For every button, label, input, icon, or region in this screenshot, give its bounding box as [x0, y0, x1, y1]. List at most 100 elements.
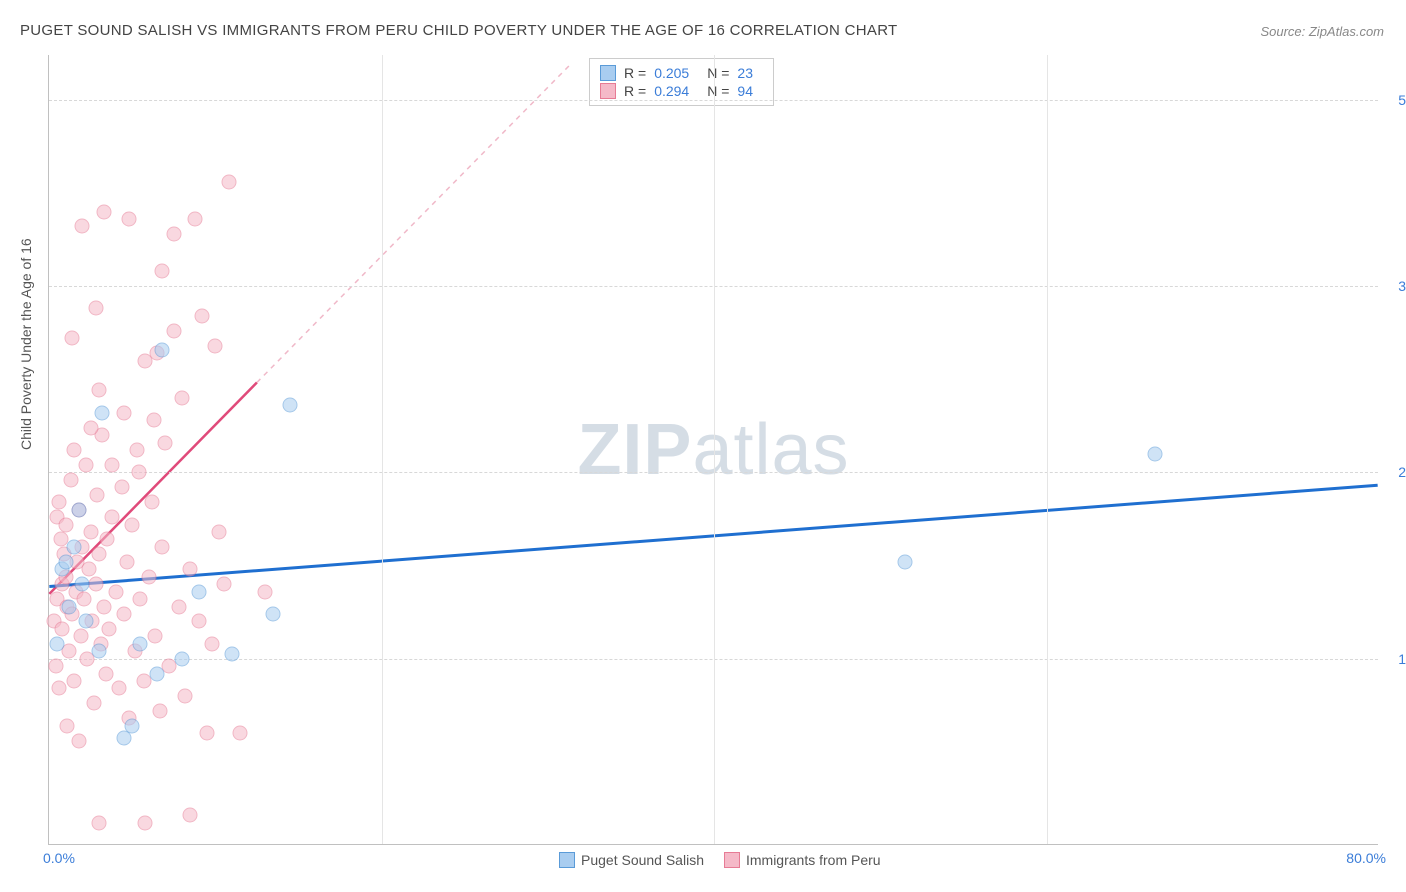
legend-n-label: N =	[707, 65, 729, 81]
data-point	[98, 666, 113, 681]
data-point	[155, 264, 170, 279]
data-point	[133, 636, 148, 651]
data-point	[88, 577, 103, 592]
data-point	[194, 308, 209, 323]
data-point	[898, 554, 913, 569]
data-point	[95, 405, 110, 420]
data-point	[188, 211, 203, 226]
data-point	[105, 457, 120, 472]
data-point	[90, 487, 105, 502]
data-point	[150, 666, 165, 681]
x-tick-min: 0.0%	[43, 850, 75, 866]
data-point	[148, 629, 163, 644]
data-point	[183, 562, 198, 577]
legend-n-value: 23	[737, 65, 753, 81]
data-point	[58, 517, 73, 532]
data-point	[204, 636, 219, 651]
data-point	[1147, 447, 1162, 462]
data-point	[50, 636, 65, 651]
legend-row: R = 0.294 N = 94	[600, 83, 763, 99]
data-point	[171, 599, 186, 614]
data-point	[121, 211, 136, 226]
data-point	[178, 688, 193, 703]
legend-series-name: Immigrants from Peru	[746, 852, 881, 868]
data-point	[116, 606, 131, 621]
data-point	[86, 696, 101, 711]
y-tick-label: 25.0%	[1383, 464, 1406, 480]
data-point	[266, 606, 281, 621]
data-point	[61, 599, 76, 614]
data-point	[101, 621, 116, 636]
data-point	[133, 592, 148, 607]
chart-title: PUGET SOUND SALISH VS IMMIGRANTS FROM PE…	[20, 22, 898, 39]
data-point	[96, 204, 111, 219]
data-point	[125, 517, 140, 532]
legend-swatch	[600, 65, 616, 81]
data-point	[155, 343, 170, 358]
data-point	[105, 510, 120, 525]
plot-area: ZIPatlas R =0.205N =23R =0.294N =94 Puge…	[48, 55, 1378, 845]
data-point	[71, 733, 86, 748]
legend-n-label: N =	[707, 83, 729, 99]
data-point	[83, 524, 98, 539]
data-point	[81, 562, 96, 577]
gridline-v	[714, 55, 715, 844]
gridline-v	[382, 55, 383, 844]
data-point	[111, 681, 126, 696]
data-point	[166, 226, 181, 241]
data-point	[146, 413, 161, 428]
data-point	[233, 726, 248, 741]
gridline-v	[1047, 55, 1048, 844]
data-point	[155, 539, 170, 554]
data-point	[145, 495, 160, 510]
data-point	[224, 647, 239, 662]
data-point	[75, 219, 90, 234]
data-point	[63, 472, 78, 487]
data-point	[91, 383, 106, 398]
data-point	[71, 502, 86, 517]
legend-r-value: 0.294	[654, 83, 689, 99]
y-axis-label: Child Poverty Under the Age of 16	[18, 238, 34, 450]
data-point	[78, 457, 93, 472]
data-point	[115, 480, 130, 495]
data-point	[66, 674, 81, 689]
data-point	[100, 532, 115, 547]
legend-r-value: 0.205	[654, 65, 689, 81]
data-point	[60, 718, 75, 733]
legend-series-name: Puget Sound Salish	[581, 852, 704, 868]
data-point	[199, 726, 214, 741]
series-legend: Puget Sound Salish Immigrants from Peru	[559, 852, 881, 868]
data-point	[58, 554, 73, 569]
data-point	[138, 815, 153, 830]
data-point	[166, 323, 181, 338]
data-point	[283, 398, 298, 413]
legend-r-label: R =	[624, 83, 646, 99]
data-point	[216, 577, 231, 592]
y-tick-label: 12.5%	[1383, 651, 1406, 667]
data-point	[78, 614, 93, 629]
data-point	[55, 621, 70, 636]
data-point	[83, 420, 98, 435]
data-point	[191, 614, 206, 629]
data-point	[153, 703, 168, 718]
data-point	[130, 443, 145, 458]
legend-n-value: 94	[737, 83, 753, 99]
data-point	[221, 174, 236, 189]
data-point	[91, 547, 106, 562]
data-point	[73, 629, 88, 644]
data-point	[51, 681, 66, 696]
data-point	[141, 569, 156, 584]
legend-swatch	[600, 83, 616, 99]
data-point	[258, 584, 273, 599]
legend-swatch	[724, 852, 740, 868]
data-point	[51, 495, 66, 510]
data-point	[48, 659, 63, 674]
data-point	[175, 651, 190, 666]
data-point	[208, 338, 223, 353]
data-point	[76, 592, 91, 607]
y-tick-label: 37.5%	[1383, 278, 1406, 294]
data-point	[108, 584, 123, 599]
legend-r-label: R =	[624, 65, 646, 81]
data-point	[131, 465, 146, 480]
data-point	[158, 435, 173, 450]
